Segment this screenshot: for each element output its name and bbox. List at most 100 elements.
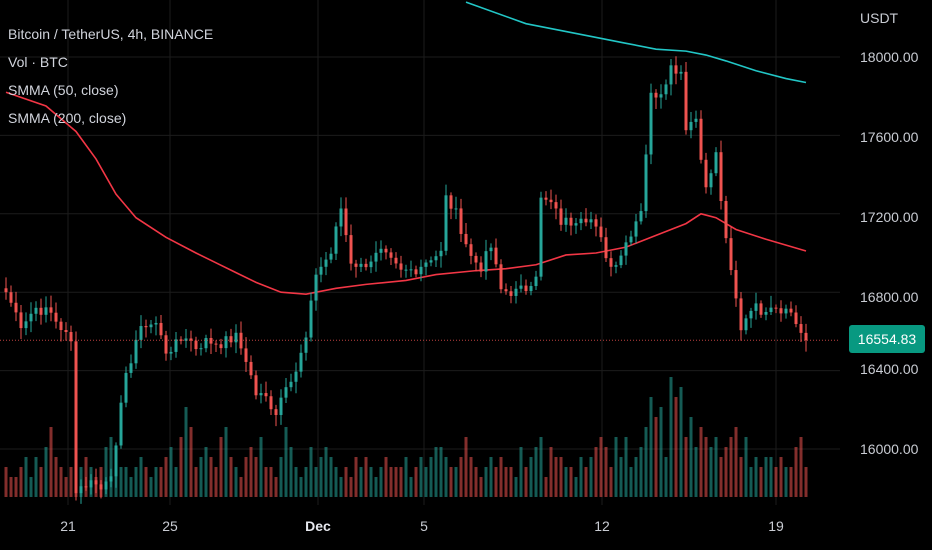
candle-body — [69, 332, 73, 342]
volume-bar — [774, 467, 778, 497]
candle-body — [169, 351, 173, 354]
candle-body — [674, 65, 678, 74]
candle-body — [134, 339, 138, 364]
volume-bar — [224, 427, 228, 497]
volume-bar — [309, 447, 313, 497]
candle-body — [424, 262, 428, 267]
candle-body — [739, 298, 743, 331]
price-tick-label: 16400.00 — [860, 361, 919, 377]
candle-body — [314, 274, 318, 301]
volume-bar — [69, 467, 73, 497]
volume-bar — [494, 467, 498, 497]
candle-body — [299, 352, 303, 372]
volume-bar — [354, 457, 358, 497]
candle-body — [469, 244, 473, 256]
legend-smma-200[interactable]: SMMA (200, close) — [8, 110, 127, 126]
candle-body — [679, 71, 683, 74]
candle-body — [14, 302, 18, 313]
candle-body — [554, 202, 558, 209]
candle-body — [99, 484, 103, 490]
volume-bar — [539, 437, 543, 497]
volume-bar — [544, 477, 548, 497]
candle-body — [304, 337, 308, 353]
volume-bar — [259, 437, 263, 497]
volume-bar — [319, 457, 323, 497]
volume-bar — [639, 447, 643, 497]
legend-smma-50[interactable]: SMMA (50, close) — [8, 82, 119, 98]
volume-bar — [659, 407, 663, 497]
volume-bars — [4, 377, 808, 497]
volume-bar — [299, 477, 303, 497]
candle-body — [574, 223, 578, 226]
candle-body — [484, 251, 488, 272]
volume-bar — [164, 457, 168, 497]
volume-bar — [434, 447, 438, 497]
candle-body — [559, 208, 563, 225]
candle-body — [409, 269, 413, 271]
volume-bar — [734, 427, 738, 497]
candle-body — [59, 321, 63, 331]
volume-bar — [699, 427, 703, 497]
candle-body — [564, 217, 568, 225]
candle-body — [159, 322, 163, 336]
volume-bar — [789, 467, 793, 497]
candle-body — [119, 402, 123, 446]
candle-body — [189, 338, 193, 341]
volume-bar — [514, 477, 518, 497]
volume-bar — [739, 457, 743, 497]
volume-bar — [219, 437, 223, 497]
volume-bar — [519, 447, 523, 497]
time-tick-label: Dec — [305, 518, 331, 534]
candle-body — [539, 197, 543, 277]
candle-body — [389, 252, 393, 258]
smma-50-line — [5, 91, 807, 295]
volume-bar — [284, 427, 288, 497]
volume-bar — [304, 467, 308, 497]
volume-bar — [9, 477, 13, 497]
candle-body — [604, 237, 608, 259]
volume-bar — [229, 457, 233, 497]
candle-body — [339, 208, 343, 227]
volume-bar — [409, 477, 413, 497]
volume-bar — [804, 467, 808, 497]
candle-body — [769, 307, 773, 312]
volume-bar — [724, 447, 728, 497]
candle-body — [514, 288, 518, 296]
candle-body — [584, 218, 588, 223]
grid-lines — [0, 0, 840, 505]
candle-body — [664, 84, 668, 95]
time-tick-label: 19 — [768, 518, 784, 534]
candle-body — [39, 307, 43, 315]
volume-bar — [4, 467, 8, 497]
price-axis-currency: USDT — [860, 10, 899, 26]
price-axis[interactable]: 18000.00 17600.00 17200.00 16800.00 1640… — [840, 0, 932, 510]
volume-bar — [679, 387, 683, 497]
volume-bar — [554, 457, 558, 497]
candle-body — [359, 263, 363, 267]
volume-bar — [769, 457, 773, 497]
candle-body — [549, 199, 553, 203]
candle-body — [699, 118, 703, 160]
volume-bar — [34, 457, 38, 497]
candle-body — [589, 219, 593, 223]
candle-body — [659, 94, 663, 98]
time-tick-label: 12 — [594, 518, 610, 534]
volume-bar — [439, 447, 443, 497]
candle-body — [284, 387, 288, 398]
volume-bar — [404, 457, 408, 497]
volume-bar — [669, 377, 673, 497]
volume-bar — [394, 467, 398, 497]
volume-bar — [109, 437, 113, 497]
legend-volume[interactable]: Vol · BTC — [8, 54, 68, 70]
candle-body — [374, 252, 378, 262]
candle-body — [724, 201, 728, 239]
candle-body — [459, 208, 463, 234]
candle-body — [694, 118, 698, 122]
legend-symbol[interactable]: Bitcoin / TetherUS, 4h, BINANCE — [8, 26, 214, 42]
volume-bar — [579, 457, 583, 497]
volume-bar — [499, 457, 503, 497]
candle-body — [719, 152, 723, 202]
volume-bar — [569, 467, 573, 497]
candle-body — [774, 307, 778, 309]
